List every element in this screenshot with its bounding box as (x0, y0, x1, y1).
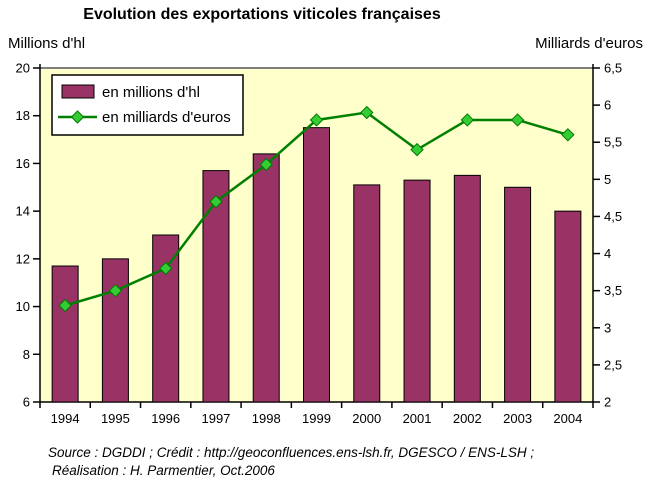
legend-label-hl: en millions d'hl (102, 84, 200, 101)
chart-title: Evolution des exportations viticoles fra… (83, 6, 441, 23)
bar-1994 (51, 265, 79, 403)
x-category-label: 1998 (252, 411, 281, 426)
marker-2000 (360, 105, 374, 120)
bar-2003 (504, 186, 532, 403)
left-tick-label: 16 (16, 156, 30, 171)
bar-2004 (554, 210, 582, 403)
bar-series (51, 127, 582, 403)
bar-1996 (152, 234, 180, 403)
marker-1997 (209, 194, 223, 209)
right-tick-label: 5 (604, 172, 611, 187)
marker-2002 (460, 113, 475, 127)
right-tick-label: 6,5 (604, 61, 622, 76)
x-axis-ticks: 1994 1995 1996 1997 1998 1999 2000 2001 2002 2003… (39, 402, 594, 426)
marker-1995 (108, 283, 123, 298)
marker-1994 (58, 298, 72, 313)
left-tick-label: 6 (23, 395, 30, 410)
x-category-label: 1999 (302, 411, 331, 426)
bar-1999 (303, 127, 330, 403)
left-axis-ticks: 6 8 10 12 14 16 18 20 (16, 61, 40, 410)
left-tick-label: 20 (16, 61, 30, 76)
marker-2003 (510, 113, 525, 127)
marker-1998 (259, 157, 273, 172)
left-tick-label: 8 (23, 347, 30, 362)
x-category-label: 1994 (51, 411, 80, 426)
x-category-label: 2003 (503, 411, 532, 426)
right-tick-label: 6 (604, 98, 611, 113)
left-tick-label: 10 (16, 299, 30, 314)
legend: en millions d'hl en milliards d'euros (51, 74, 244, 136)
right-tick-label: 2,5 (604, 357, 622, 372)
right-tick-label: 2 (604, 395, 611, 410)
legend-marker-swatch (70, 110, 85, 124)
bar-2002 (453, 174, 481, 403)
right-axis-ticks: 2 2,5 3 3,5 4 4,5 5 5,5 6 6,5 (593, 61, 622, 410)
legend-label-euros: en milliards d'euros (102, 109, 231, 126)
x-category-label: 1995 (101, 411, 130, 426)
marker-2001 (410, 142, 424, 157)
left-tick-label: 18 (16, 108, 30, 123)
bar-1997 (202, 170, 230, 403)
left-axis-unit-label: Millions d'hl (8, 35, 86, 52)
marker-1996 (158, 261, 173, 276)
x-category-label: 1996 (151, 411, 180, 426)
x-category-label: 2000 (352, 411, 381, 426)
right-tick-label: 3 (604, 320, 611, 335)
marker-2004 (561, 128, 575, 142)
x-category-label: 2001 (403, 411, 432, 426)
right-tick-label: 4 (604, 246, 611, 261)
right-tick-label: 4,5 (604, 209, 622, 224)
x-category-label: 2004 (553, 411, 582, 426)
bar-1998 (252, 153, 280, 403)
bar-2001 (403, 179, 431, 403)
right-tick-label: 3,5 (604, 283, 622, 298)
x-category-label: 2002 (453, 411, 482, 426)
realisation-line: Réalisation : H. Parmentier, Oct.2006 (52, 463, 275, 478)
left-tick-label: 14 (16, 204, 30, 219)
left-tick-label: 12 (16, 251, 30, 266)
right-tick-label: 5,5 (604, 135, 622, 150)
bar-1995 (101, 258, 129, 403)
legend-bar-swatch (61, 84, 95, 99)
x-category-label: 1997 (201, 411, 230, 426)
source-credit: Source : DGDDI ; Crédit : http://geoconf… (48, 444, 628, 480)
right-axis-unit-label: Milliards d'euros (535, 35, 643, 52)
bar-2000 (353, 184, 381, 403)
line-series (58, 105, 575, 313)
source-line: Source : DGDDI ; Crédit : http://geoconf… (48, 445, 535, 460)
marker-1999 (309, 113, 324, 127)
